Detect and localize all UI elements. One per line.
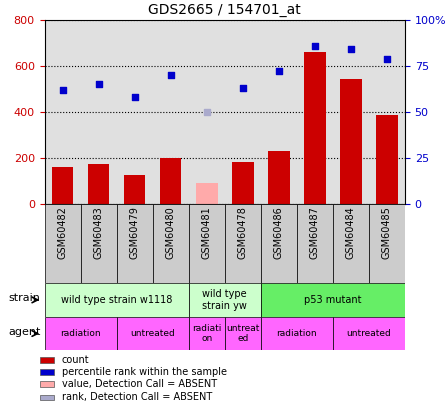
Point — [275, 68, 283, 75]
Bar — [44, 204, 81, 283]
Text: value, Detection Call = ABSENT: value, Detection Call = ABSENT — [61, 379, 217, 389]
Point — [239, 85, 247, 91]
Point — [95, 81, 102, 87]
Bar — [40, 358, 54, 363]
Bar — [124, 175, 146, 204]
Text: GSM60481: GSM60481 — [202, 207, 212, 259]
Text: agent: agent — [8, 327, 40, 337]
Text: GSM60483: GSM60483 — [93, 207, 104, 259]
Text: wild type strain w1118: wild type strain w1118 — [61, 295, 172, 305]
Bar — [333, 204, 369, 283]
Bar — [261, 204, 297, 283]
Bar — [189, 204, 225, 283]
Text: wild type
strain yw: wild type strain yw — [202, 289, 247, 311]
Bar — [40, 369, 54, 375]
Text: GSM60480: GSM60480 — [166, 207, 176, 259]
Bar — [117, 317, 189, 350]
Text: GSM60484: GSM60484 — [346, 207, 356, 259]
Text: count: count — [61, 355, 89, 365]
Bar — [333, 317, 405, 350]
Bar — [44, 317, 117, 350]
Point — [348, 46, 355, 53]
Text: strain: strain — [8, 293, 40, 303]
Bar — [232, 162, 254, 204]
Bar — [81, 204, 117, 283]
Text: GSM60482: GSM60482 — [57, 207, 68, 259]
Text: rank, Detection Call = ABSENT: rank, Detection Call = ABSENT — [61, 392, 212, 402]
Bar — [196, 183, 218, 204]
Bar — [160, 158, 182, 204]
Bar — [189, 317, 225, 350]
Point — [312, 43, 319, 49]
Bar — [40, 382, 54, 387]
Title: GDS2665 / 154701_at: GDS2665 / 154701_at — [148, 3, 301, 17]
Point — [203, 109, 210, 115]
Bar — [153, 204, 189, 283]
Bar — [225, 317, 261, 350]
Bar — [88, 164, 109, 204]
Point — [167, 72, 174, 78]
Bar — [376, 115, 398, 204]
Text: GSM60478: GSM60478 — [238, 207, 248, 259]
Bar — [261, 317, 333, 350]
Text: GSM60486: GSM60486 — [274, 207, 284, 259]
Text: GSM60479: GSM60479 — [129, 207, 140, 259]
Text: untreat
ed: untreat ed — [226, 324, 259, 343]
Text: radiati
on: radiati on — [192, 324, 222, 343]
Point — [59, 87, 66, 93]
Bar — [369, 204, 405, 283]
Bar — [40, 394, 54, 400]
Bar — [261, 283, 405, 317]
Bar — [297, 204, 333, 283]
Text: untreated: untreated — [130, 329, 175, 338]
Bar — [304, 52, 326, 204]
Bar — [268, 151, 290, 204]
Bar — [44, 283, 189, 317]
Point — [384, 55, 391, 62]
Text: radiation: radiation — [60, 329, 101, 338]
Text: percentile rank within the sample: percentile rank within the sample — [61, 367, 227, 377]
Bar — [117, 204, 153, 283]
Bar — [225, 204, 261, 283]
Bar — [340, 79, 362, 204]
Text: untreated: untreated — [347, 329, 391, 338]
Text: p53 mutant: p53 mutant — [304, 295, 362, 305]
Bar — [52, 167, 73, 204]
Text: GSM60485: GSM60485 — [382, 207, 392, 259]
Text: radiation: radiation — [276, 329, 317, 338]
Bar — [189, 283, 261, 317]
Point — [131, 94, 138, 100]
Text: GSM60487: GSM60487 — [310, 207, 320, 259]
